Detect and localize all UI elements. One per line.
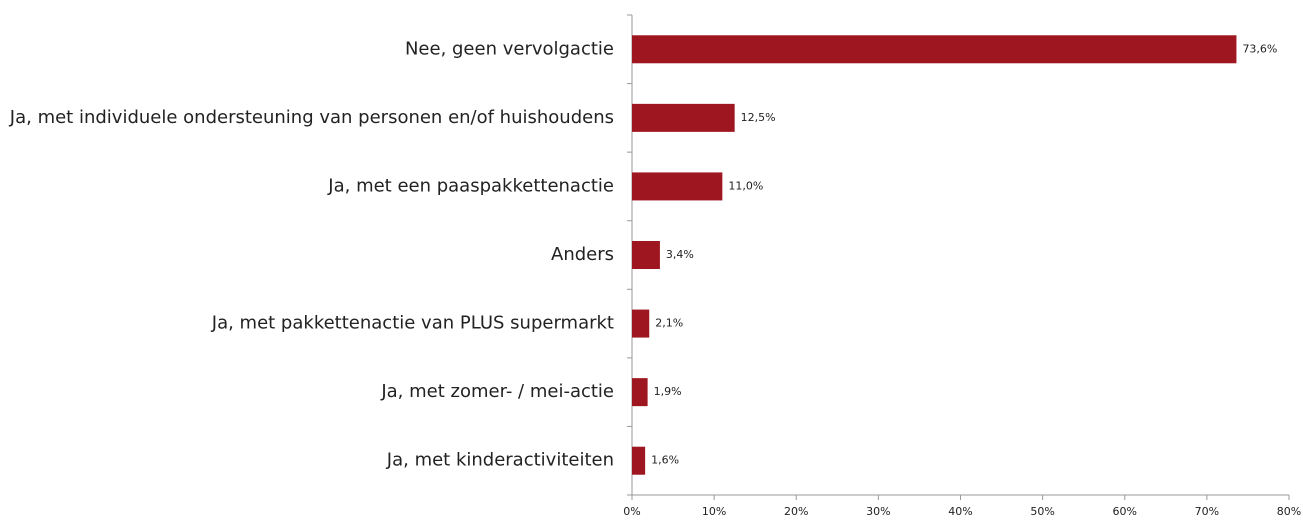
value-label: 2,1%	[655, 317, 683, 330]
bar	[632, 172, 723, 201]
value-label: 12,5%	[741, 111, 776, 124]
category-label: Ja, met pakkettenactie van PLUS supermar…	[211, 313, 614, 334]
bar	[632, 241, 660, 269]
x-tick-label: 50%	[1030, 505, 1054, 518]
category-label: Ja, met individuele ondersteuning van pe…	[9, 107, 614, 128]
bar	[632, 35, 1237, 64]
x-tick-label: 80%	[1277, 505, 1301, 518]
category-label: Ja, met zomer- / mei-actie	[380, 381, 614, 402]
value-label: 1,6%	[651, 454, 679, 467]
bar	[632, 309, 650, 338]
bar	[632, 103, 735, 132]
x-tick-label: 0%	[623, 505, 640, 518]
category-label: Ja, met kinderactiviteiten	[386, 450, 614, 471]
category-label: Ja, met een paaspakkettenactie	[327, 175, 614, 196]
value-label: 11,0%	[728, 179, 763, 192]
x-tick-label: 70%	[1195, 505, 1219, 518]
x-tick-label: 10%	[702, 505, 726, 518]
category-label: Anders	[551, 244, 614, 265]
x-tick-label: 60%	[1113, 505, 1137, 518]
category-label: Nee, geen vervolgactie	[405, 38, 614, 59]
bar	[632, 446, 646, 475]
value-label: 73,6%	[1242, 42, 1277, 55]
x-tick-label: 30%	[866, 505, 890, 518]
value-label: 1,9%	[654, 385, 682, 398]
value-label: 3,4%	[666, 248, 694, 261]
x-tick-label: 20%	[784, 505, 808, 518]
bar	[632, 378, 648, 407]
x-tick-label: 40%	[948, 505, 972, 518]
